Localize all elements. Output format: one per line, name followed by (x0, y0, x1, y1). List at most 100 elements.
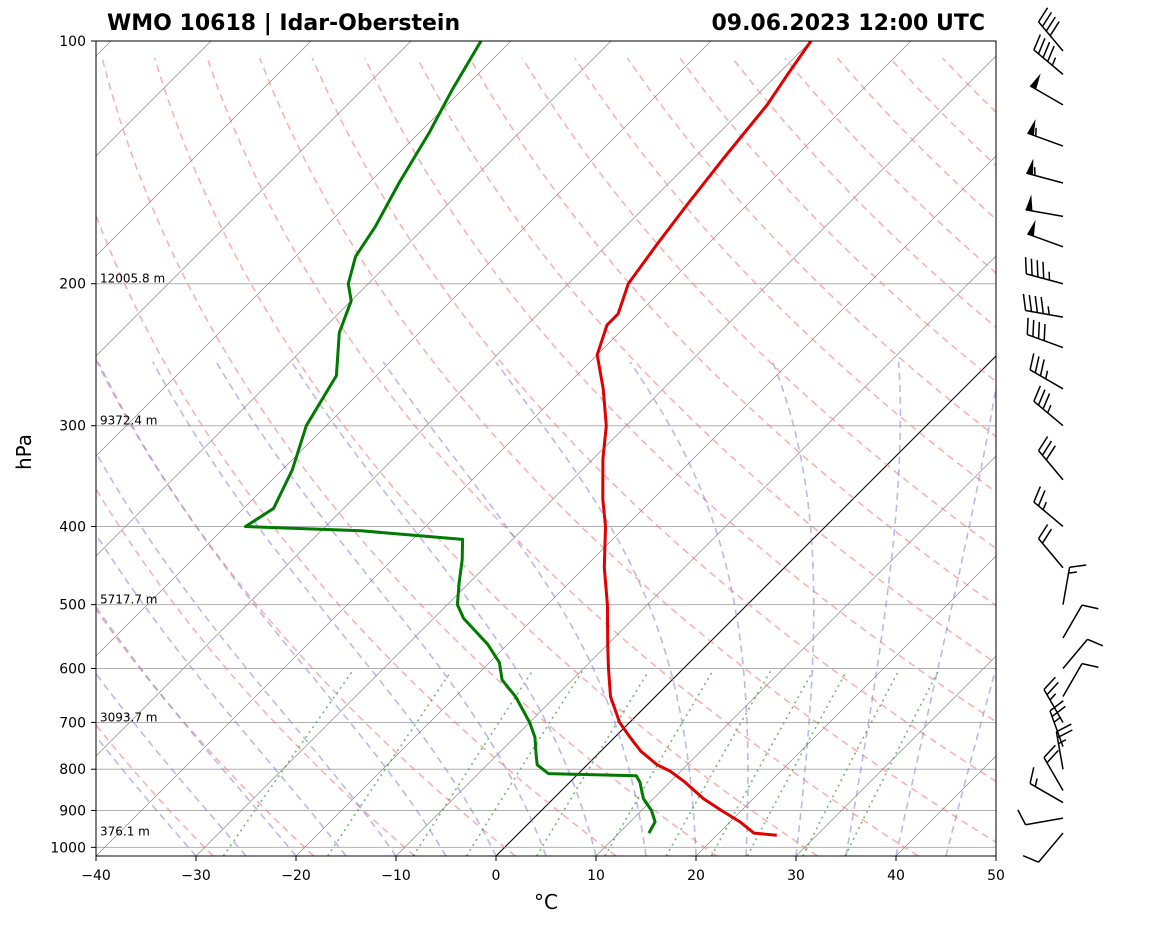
dry-adiabat (890, 58, 1160, 856)
isotherm (0, 41, 11, 856)
wind-barb (1063, 601, 1098, 646)
wind-barb (1030, 34, 1073, 74)
mixing-ratio-line (328, 671, 451, 856)
isotherm (996, 41, 1160, 856)
dry-adiabat (1048, 58, 1160, 856)
mixing-ratio-line (666, 671, 770, 856)
wind-barb (1023, 318, 1069, 348)
wind-barb (1056, 724, 1079, 769)
y-tick-label: 300 (59, 419, 86, 435)
wind-barb (1030, 386, 1073, 426)
dry-adiabat (943, 58, 1160, 856)
isotherm (296, 41, 1111, 856)
wind-barb (1026, 353, 1071, 388)
moist-adiabat (496, 362, 696, 856)
dry-adiabat (785, 58, 1160, 856)
isotherm (0, 41, 311, 856)
moist-adiabat (6, 362, 346, 856)
wind-barb (1018, 802, 1063, 825)
x-tick-label: 20 (687, 868, 705, 884)
wind-barbs (1018, 8, 1103, 866)
x-tick-label: 10 (587, 868, 605, 884)
wind-barb (1035, 436, 1075, 479)
moist-adiabat (50, 362, 396, 856)
moist-adiabat (946, 362, 1083, 856)
mixing-ratio-line (223, 671, 352, 856)
moist-adiabat (846, 362, 900, 856)
mixing-ratio-line (605, 671, 713, 856)
dry-adiabat (680, 58, 1160, 856)
moist-adiabat (0, 362, 246, 856)
wind-barb (1063, 562, 1086, 607)
dry-adiabat (522, 58, 1160, 856)
isotherm (696, 41, 1160, 856)
wind-barb (1027, 219, 1068, 247)
moist-adiabat (292, 362, 596, 856)
moist-adiabat (0, 362, 296, 856)
height-label: 5717.7 m (100, 593, 158, 607)
dry-adiabat (575, 58, 1160, 856)
wind-barb (1035, 8, 1075, 51)
y-tick-label: 600 (59, 661, 86, 677)
y-tick-label: 1000 (50, 840, 86, 856)
x-tick-label: −20 (281, 868, 311, 884)
wind-barb (1027, 118, 1068, 146)
height-label: 9372.4 m (100, 414, 158, 428)
wind-barb (1035, 524, 1075, 567)
x-tick-label: −10 (381, 868, 411, 884)
dry-adiabat (732, 58, 1160, 856)
moist-adiabat (216, 362, 546, 856)
wind-barb (1030, 72, 1071, 105)
height-label: 12005.8 m (100, 272, 165, 286)
dry-adiabat (0, 58, 314, 856)
chart-title: WMO 10618 | Idar-Oberstein (107, 11, 460, 36)
dry-adiabat (0, 58, 515, 856)
isotherm (0, 41, 411, 856)
y-tick-label: 500 (59, 598, 86, 614)
x-axis-label: °C (534, 890, 558, 914)
wind-barb (1026, 767, 1071, 802)
dry-adiabat (995, 58, 1160, 856)
zero-isotherm (496, 41, 1160, 856)
y-tick-label: 200 (59, 277, 86, 293)
wind-barb (1026, 158, 1067, 183)
x-tick-label: −40 (81, 868, 111, 884)
dry-adiabat (0, 58, 415, 856)
chart-date-title: 09.06.2023 12:00 UTC (711, 11, 985, 36)
y-tick-label: 800 (59, 762, 86, 778)
isotherm (0, 41, 811, 856)
isotherm (96, 41, 911, 856)
isotherm (0, 41, 511, 856)
mixing-ratio-line (747, 671, 846, 856)
dewpoint-profile (246, 41, 656, 833)
y-tick-label: 100 (59, 34, 86, 50)
plot-frame (96, 41, 996, 856)
wind-barb (1026, 194, 1066, 216)
wind-barb (1023, 823, 1063, 866)
moist-adiabat (896, 362, 1000, 856)
x-tick-label: 0 (492, 868, 501, 884)
temperature-profile (597, 41, 811, 835)
height-label: 376.1 m (100, 825, 150, 839)
wind-barb (1042, 745, 1077, 790)
x-tick-label: 30 (787, 868, 805, 884)
y-tick-label: 400 (59, 519, 86, 535)
y-tick-label: 900 (59, 803, 86, 819)
wind-barb (1030, 487, 1073, 527)
x-tick-label: 50 (987, 868, 1005, 884)
x-tick-label: −30 (181, 868, 211, 884)
background-lines (0, 41, 1160, 856)
dry-adiabat (155, 58, 818, 856)
height-label: 3093.7 m (100, 710, 158, 724)
y-tick-label: 700 (59, 715, 86, 731)
x-tick-label: 40 (887, 868, 905, 884)
wind-barb (1063, 659, 1098, 704)
profiles (246, 41, 812, 835)
y-axis-label: hPa (12, 434, 36, 470)
isotherm (0, 41, 611, 856)
mixing-ratio-line (537, 671, 649, 856)
wind-barb (1021, 257, 1067, 284)
dry-adiabat (838, 58, 1160, 856)
